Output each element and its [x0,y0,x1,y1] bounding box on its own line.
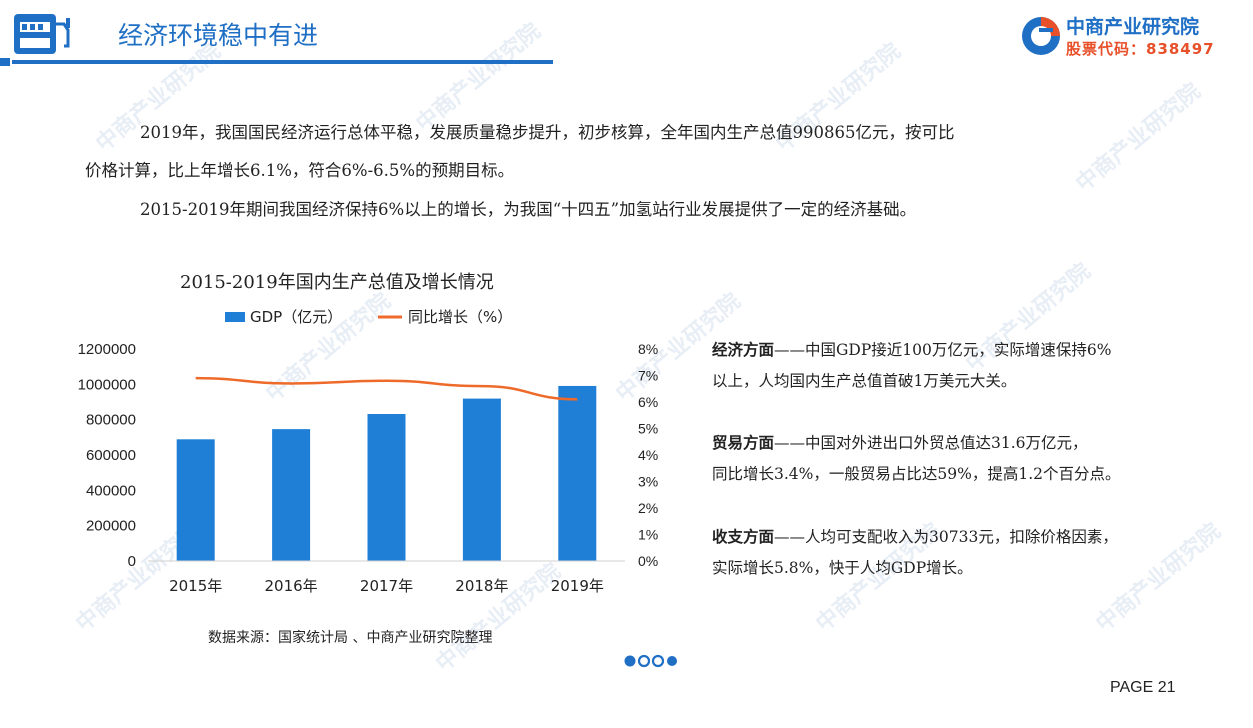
y-left-tick-label: 800000 [86,412,136,429]
y-right-tick-label: 6% [638,394,658,410]
y-left-tick-label: 600000 [86,447,136,464]
bar-gdp [558,385,597,561]
y-left-tick-label: 200000 [86,518,136,535]
chart-canvas: GDP（亿元） 同比增长（%） 0 200000 400000 600000 800000 1… [78,308,659,595]
paragraph-2: 2015-2019年期间我国经济保持6%以上的增长，为我国“十四五”加氢站行业发… [140,200,917,219]
note-trade: 贸易方面——中国对外进出口外贸总值达31.6万亿元， 同比增长3.4%，一般贸易… [712,427,1212,490]
note-text: 以上，人均国内生产总值首破1万美元大关。 [712,372,1017,390]
x-tick-label: 2018年 [455,577,508,595]
bar-gdp [272,429,311,561]
y-right-tick-label: 5% [638,421,658,437]
brand-mark-icon [1022,17,1060,55]
chart-title: 2015-2019年国内生产总值及增长情况 [180,272,494,293]
legend-swatch-gdp [225,312,245,322]
note-text: 实际增长5.8%，快于人均GDP增长。 [712,559,973,577]
pagination-dots [624,654,677,668]
y-left-tick-label: 1200000 [78,341,136,358]
page-dot[interactable] [667,656,677,666]
x-tick-label: 2016年 [265,577,318,595]
y-right-tick-label: 4% [638,447,658,463]
header-underline [12,60,553,64]
note-text: ——中国对外进出口外贸总值达31.6万亿元， [774,434,1088,452]
y-right-tick-label: 0% [638,553,658,569]
paragraph-1-line-2: 价格计算，比上年增长6.1%，符合6%-6.5%的预期目标。 [85,161,515,180]
note-economy: 经济方面——中国GDP接近100万亿元，实际增速保持6% 以上，人均国内生产总值… [712,334,1212,397]
y-left-tick-label: 400000 [86,482,136,499]
bar-gdp [176,439,215,561]
data-source: 数据来源：国家统计局 、中商产业研究院整理 [208,630,493,646]
page-dot[interactable] [651,654,665,668]
y-left-tick-label: 1000000 [78,376,136,393]
note-heading: 经济方面 [712,340,775,359]
note-text: 同比增长3.4%，一般贸易占比达59%，提高1.2个百分点。 [712,465,1121,483]
note-heading: 贸易方面 [712,433,775,452]
y-right-tick-label: 2% [638,500,658,516]
note-text: ——人均可支配收入为30733元，扣除价格因素， [774,528,1118,546]
x-tick-label: 2015年 [169,577,222,595]
page-dot[interactable] [637,654,651,668]
hydrogen-station-icon [14,14,70,54]
page-number: PAGE 21 [1110,679,1176,696]
brand-name: 中商产业研究院 [1066,16,1200,38]
legend-label-gdp: GDP（亿元） [250,308,342,326]
y-left-tick-label: 0 [128,553,136,570]
brand-stock-code: 股票代码：838497 [1066,40,1215,58]
watermark-text: 中商产业研究院 [1071,78,1206,197]
note-text: ——中国GDP接近100万亿元，实际增速保持6% [774,341,1112,359]
page-dot-active[interactable] [624,655,636,667]
line-growth [195,376,578,401]
note-heading: 收支方面 [712,527,775,546]
bar-gdp [462,398,501,561]
x-tick-label: 2019年 [551,577,604,595]
x-tick-label: 2017年 [360,577,413,595]
paragraph-1-line-1: 2019年，我国国民经济运行总体平稳，发展质量稳步提升，初步核算，全年国内生产总… [140,123,955,142]
y-right-tick-label: 8% [638,341,658,357]
y-right-tick-label: 1% [638,527,658,543]
note-income: 收支方面——人均可支配收入为30733元，扣除价格因素， 实际增长5.8%，快于… [712,521,1212,584]
page-title: 经济环境稳中有进 [118,21,319,50]
legend-label-growth: 同比增长（%） [408,308,512,326]
y-right-tick-label: 7% [638,368,658,384]
gdp-chart: 2015-2019年国内生产总值及增长情况 GDP（亿元） 同比增长（%） 0 200… [60,260,700,660]
y-right-tick-label: 3% [638,474,658,490]
header-underline-end [0,58,10,66]
bar-gdp [367,414,406,561]
